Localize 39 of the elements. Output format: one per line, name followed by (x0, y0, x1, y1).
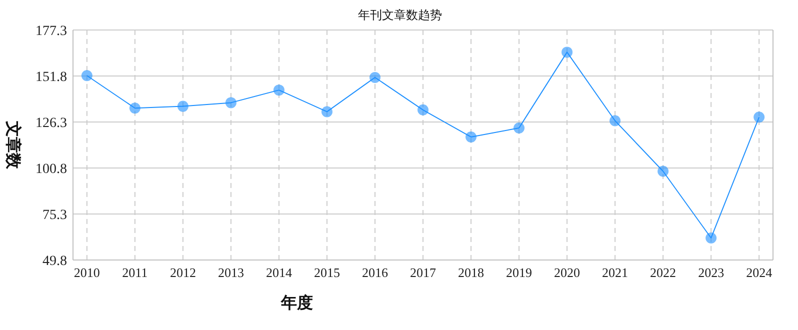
y-axis-title: 文章数 (4, 120, 22, 170)
y-tick-label: 177.3 (36, 24, 67, 39)
x-axis-title: 年度 (280, 293, 313, 312)
point (466, 131, 477, 142)
x-tick-label: 2010 (74, 265, 100, 280)
y-tick-label: 126.3 (36, 116, 67, 131)
x-tick-label: 2024 (746, 265, 773, 280)
y-tick-label: 100.8 (36, 162, 67, 177)
x-tick-label: 2021 (602, 265, 628, 280)
x-tick-label: 2013 (218, 265, 244, 280)
x-tick-label: 2012 (170, 265, 196, 280)
point (273, 84, 284, 96)
x-tick-label: 2014 (266, 265, 292, 280)
point (754, 112, 765, 123)
point (321, 106, 332, 118)
point (225, 97, 236, 108)
point (369, 72, 380, 83)
x-tick-label: 2016 (362, 265, 388, 280)
x-tick-label: 2022 (650, 265, 676, 280)
y-tick-label: 151.8 (36, 70, 67, 85)
point (177, 100, 188, 112)
point (706, 232, 717, 244)
x-tick-label: 2019 (506, 265, 532, 280)
y-tick-label: 75.3 (42, 208, 67, 223)
x-tick-label: 2015 (314, 265, 340, 280)
y-tick-label: 49.8 (42, 254, 67, 269)
x-tick-label: 2023 (698, 265, 724, 280)
point (129, 102, 140, 114)
x-tick-label: 2018 (458, 265, 484, 280)
point (658, 166, 669, 177)
point (418, 104, 428, 116)
x-tick-label: 2017 (410, 265, 436, 280)
point (610, 115, 621, 126)
point (562, 46, 573, 58)
x-tick-label: 2020 (554, 265, 580, 280)
point (514, 122, 525, 134)
point (81, 70, 92, 82)
chart-title: 年刊文章数趋势 (358, 8, 442, 22)
x-tick-label: 2011 (122, 265, 148, 280)
